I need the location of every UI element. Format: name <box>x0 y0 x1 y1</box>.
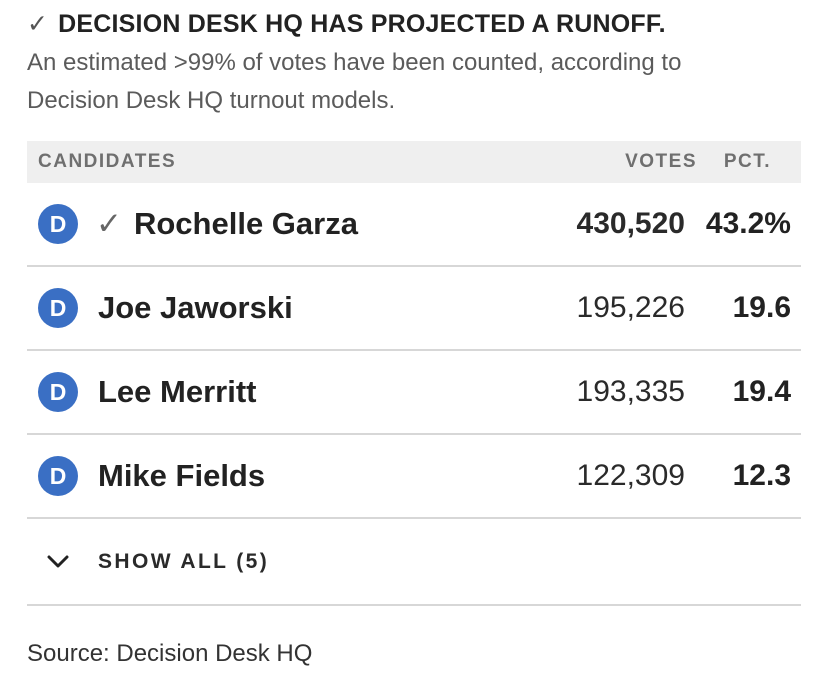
header-candidates: CANDIDATES <box>38 151 177 172</box>
headline-text: DECISION DESK HQ HAS PROJECTED A RUNOFF. <box>58 10 666 38</box>
candidate-votes: 195,226 <box>576 291 685 324</box>
candidate-pct: 12.3 <box>732 459 791 492</box>
candidate-pct: 19.6 <box>732 291 791 324</box>
party-badge: D <box>38 288 78 328</box>
header-votes: VOTES <box>625 151 697 172</box>
party-badge: D <box>38 204 78 244</box>
candidate-pct: 19.4 <box>732 375 791 408</box>
check-icon: ✓ <box>27 10 49 38</box>
candidate-votes: 430,520 <box>576 207 685 240</box>
candidate-name: Lee Merritt <box>98 374 257 409</box>
show-all-label: SHOW ALL (5) <box>98 549 270 573</box>
candidate-pct: 43.2% <box>705 207 791 240</box>
table-row: D Joe Jaworski 195,226 19.6 <box>27 267 801 351</box>
table-row: D ✓ Rochelle Garza 430,520 43.2% <box>27 183 801 267</box>
candidate-name: Mike Fields <box>98 458 266 493</box>
candidate-name: Rochelle Garza <box>133 206 358 241</box>
chevron-down-icon <box>44 548 72 576</box>
candidate-name: Joe Jaworski <box>98 290 293 325</box>
party-badge: D <box>38 372 78 412</box>
candidate-votes: 193,335 <box>576 375 685 408</box>
candidate-votes: 122,309 <box>576 459 685 492</box>
winner-check-icon: ✓ <box>96 206 122 241</box>
source-credit: Source: Decision Desk HQ <box>27 640 313 667</box>
results-widget: ✓ DECISION DESK HQ HAS PROJECTED A RUNOFF… <box>27 8 801 668</box>
party-badge: D <box>38 456 78 496</box>
projection-headline: ✓ DECISION DESK HQ HAS PROJECTED A RUNOFF… <box>27 8 801 40</box>
results-table-header: CANDIDATES VOTES PCT. <box>27 141 801 183</box>
table-row: D Mike Fields 122,309 12.3 <box>27 435 801 519</box>
show-all-button[interactable]: SHOW ALL (5) <box>27 519 801 606</box>
table-row: D Lee Merritt 193,335 19.4 <box>27 351 801 435</box>
projection-subtext: An estimated >99% of votes have been cou… <box>27 49 682 114</box>
header-pct: PCT. <box>723 151 771 172</box>
